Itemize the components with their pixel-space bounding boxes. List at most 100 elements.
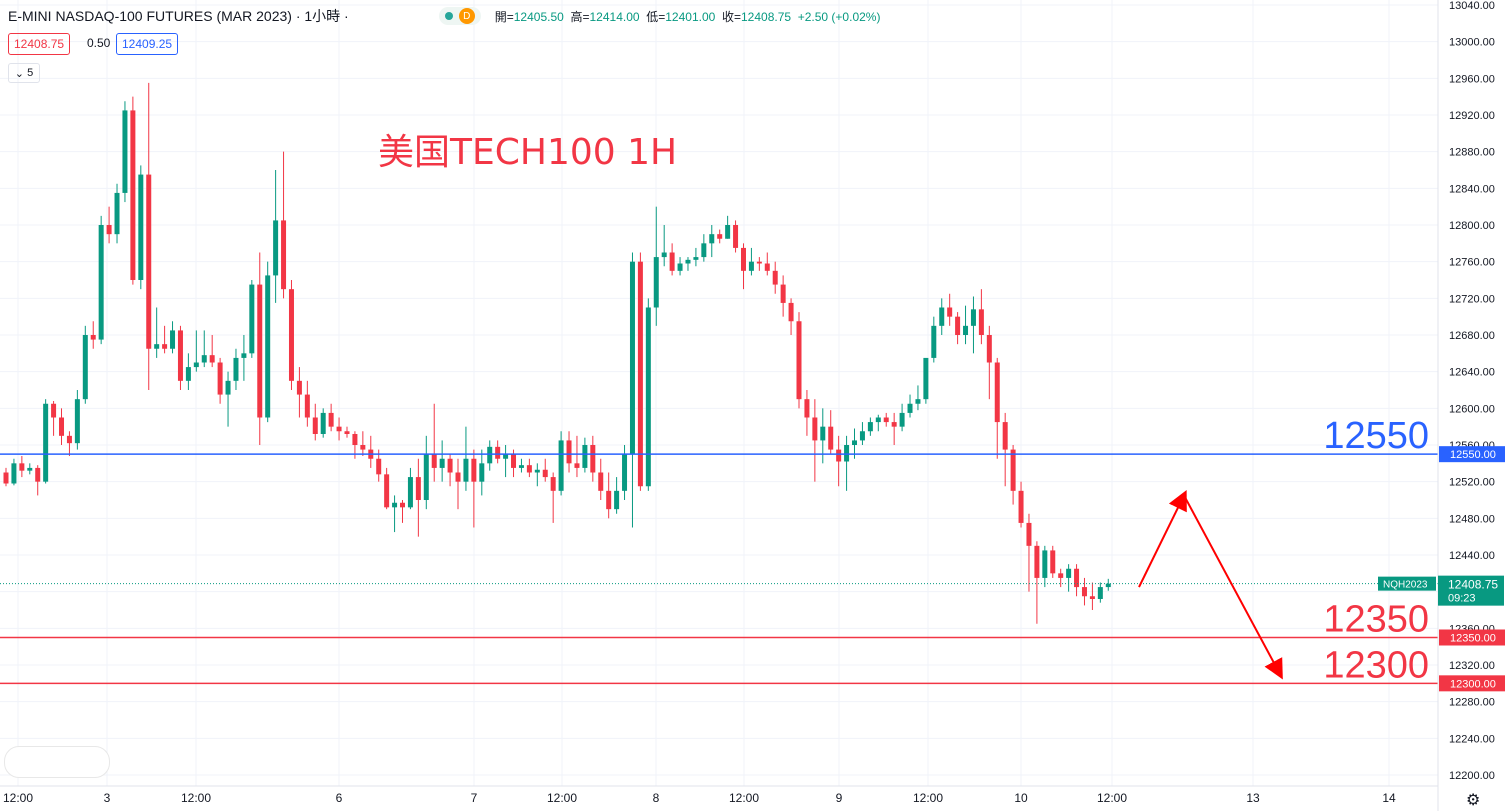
candle bbox=[867, 417, 873, 436]
candle bbox=[1074, 564, 1080, 597]
candle bbox=[653, 206, 659, 326]
candle bbox=[994, 357, 1000, 459]
candle bbox=[534, 463, 540, 487]
candle bbox=[590, 435, 596, 482]
candle bbox=[146, 82, 152, 390]
candle bbox=[27, 463, 33, 475]
candle bbox=[1034, 541, 1040, 624]
candle bbox=[122, 101, 128, 203]
y-tick-label: 13000.00 bbox=[1449, 37, 1495, 49]
y-tick-label: 12520.00 bbox=[1449, 477, 1495, 489]
candle bbox=[598, 458, 604, 500]
candle bbox=[360, 431, 366, 456]
y-tick-label: 12640.00 bbox=[1449, 367, 1495, 379]
change-value: +2.50 (+0.02%) bbox=[797, 9, 881, 24]
candle bbox=[550, 472, 556, 523]
level-axis-text: 12300.00 bbox=[1450, 678, 1496, 690]
y-tick-label: 12920.00 bbox=[1449, 110, 1495, 122]
y-tick-label: 12880.00 bbox=[1449, 147, 1495, 159]
close-value: 12408.75 bbox=[741, 9, 792, 24]
candle bbox=[828, 410, 834, 455]
y-tick-label: 12760.00 bbox=[1449, 257, 1495, 269]
candle bbox=[336, 417, 342, 441]
price-axis: 13040.00 13000.00 12960.00 12920.00 12880.00… bbox=[1437, 0, 1506, 811]
chart-header: E-MINI NASDAQ-100 FUTURES (MAR 2023) · 1… bbox=[8, 6, 880, 26]
candle bbox=[685, 257, 691, 271]
candle bbox=[740, 243, 746, 290]
candle bbox=[162, 325, 168, 354]
level-axis-text: 12550.00 bbox=[1450, 449, 1496, 461]
projection-down-arrow[interactable] bbox=[1183, 494, 1283, 680]
close-key: 收= bbox=[721, 9, 741, 24]
y-tick-label: 12840.00 bbox=[1449, 183, 1495, 195]
candle bbox=[558, 431, 564, 496]
x-tick-label: 12:00 bbox=[181, 791, 211, 805]
candle bbox=[59, 408, 65, 445]
candle bbox=[106, 206, 112, 244]
buy-price-button[interactable]: 12409.25 bbox=[116, 33, 179, 55]
candle bbox=[709, 225, 715, 258]
candle bbox=[281, 151, 287, 299]
candle bbox=[35, 465, 41, 496]
candle bbox=[423, 435, 429, 510]
candle bbox=[368, 435, 374, 468]
indicator-count: 5 bbox=[27, 67, 34, 79]
candle bbox=[1026, 513, 1032, 592]
symbol-title[interactable]: E-MINI NASDAQ-100 FUTURES (MAR 2023) · 1… bbox=[8, 8, 349, 24]
candle bbox=[1058, 568, 1064, 588]
projection-up-arrow[interactable] bbox=[1138, 490, 1187, 588]
candle bbox=[1105, 578, 1111, 591]
bottom-toolbar-pill[interactable] bbox=[4, 746, 110, 778]
candle bbox=[392, 495, 398, 533]
candle bbox=[614, 477, 620, 514]
candle bbox=[1050, 545, 1056, 578]
candle bbox=[233, 348, 239, 390]
candle bbox=[780, 275, 786, 317]
candle bbox=[701, 234, 707, 262]
sell-price-button[interactable]: 12408.75 bbox=[8, 33, 71, 55]
level-big-label: 12550 bbox=[1323, 415, 1429, 457]
candle bbox=[796, 312, 802, 409]
candle bbox=[669, 243, 675, 276]
x-tick-label: 12:00 bbox=[547, 791, 577, 805]
candle bbox=[518, 458, 524, 473]
gear-icon[interactable]: ⚙ bbox=[1466, 792, 1481, 809]
y-tick-label: 12680.00 bbox=[1449, 330, 1495, 342]
candle bbox=[384, 467, 390, 510]
candle bbox=[209, 335, 215, 368]
candle bbox=[883, 412, 889, 427]
market-status[interactable]: D bbox=[438, 7, 481, 25]
candle bbox=[130, 96, 136, 285]
x-tick-label: 7 bbox=[471, 791, 478, 805]
candle bbox=[899, 403, 905, 432]
candle bbox=[574, 435, 580, 478]
candle bbox=[931, 316, 937, 363]
candle bbox=[1066, 564, 1072, 592]
high-key: 高= bbox=[570, 9, 590, 24]
candle bbox=[907, 394, 913, 418]
candle bbox=[915, 385, 921, 411]
candle bbox=[503, 445, 509, 478]
x-tick-label: 6 bbox=[336, 791, 343, 805]
candle bbox=[455, 458, 461, 510]
low-key: 低= bbox=[646, 9, 666, 24]
candle bbox=[344, 426, 350, 438]
chevron-down-icon: ⌄ bbox=[14, 67, 28, 80]
candle bbox=[772, 261, 778, 294]
x-tick-label: 12:00 bbox=[1097, 791, 1127, 805]
candle bbox=[566, 431, 572, 473]
candle bbox=[328, 403, 334, 432]
candle bbox=[66, 431, 72, 456]
candle bbox=[526, 458, 532, 478]
candle bbox=[217, 357, 223, 404]
candle bbox=[717, 229, 723, 244]
candle bbox=[875, 414, 881, 432]
candle bbox=[415, 458, 421, 537]
candle bbox=[376, 449, 382, 482]
candle bbox=[693, 247, 699, 267]
spread-value: 0.50 bbox=[87, 36, 111, 50]
collapse-indicators-button[interactable]: ⌄ 5 bbox=[8, 63, 40, 83]
candle bbox=[725, 215, 731, 239]
candle bbox=[963, 305, 969, 345]
